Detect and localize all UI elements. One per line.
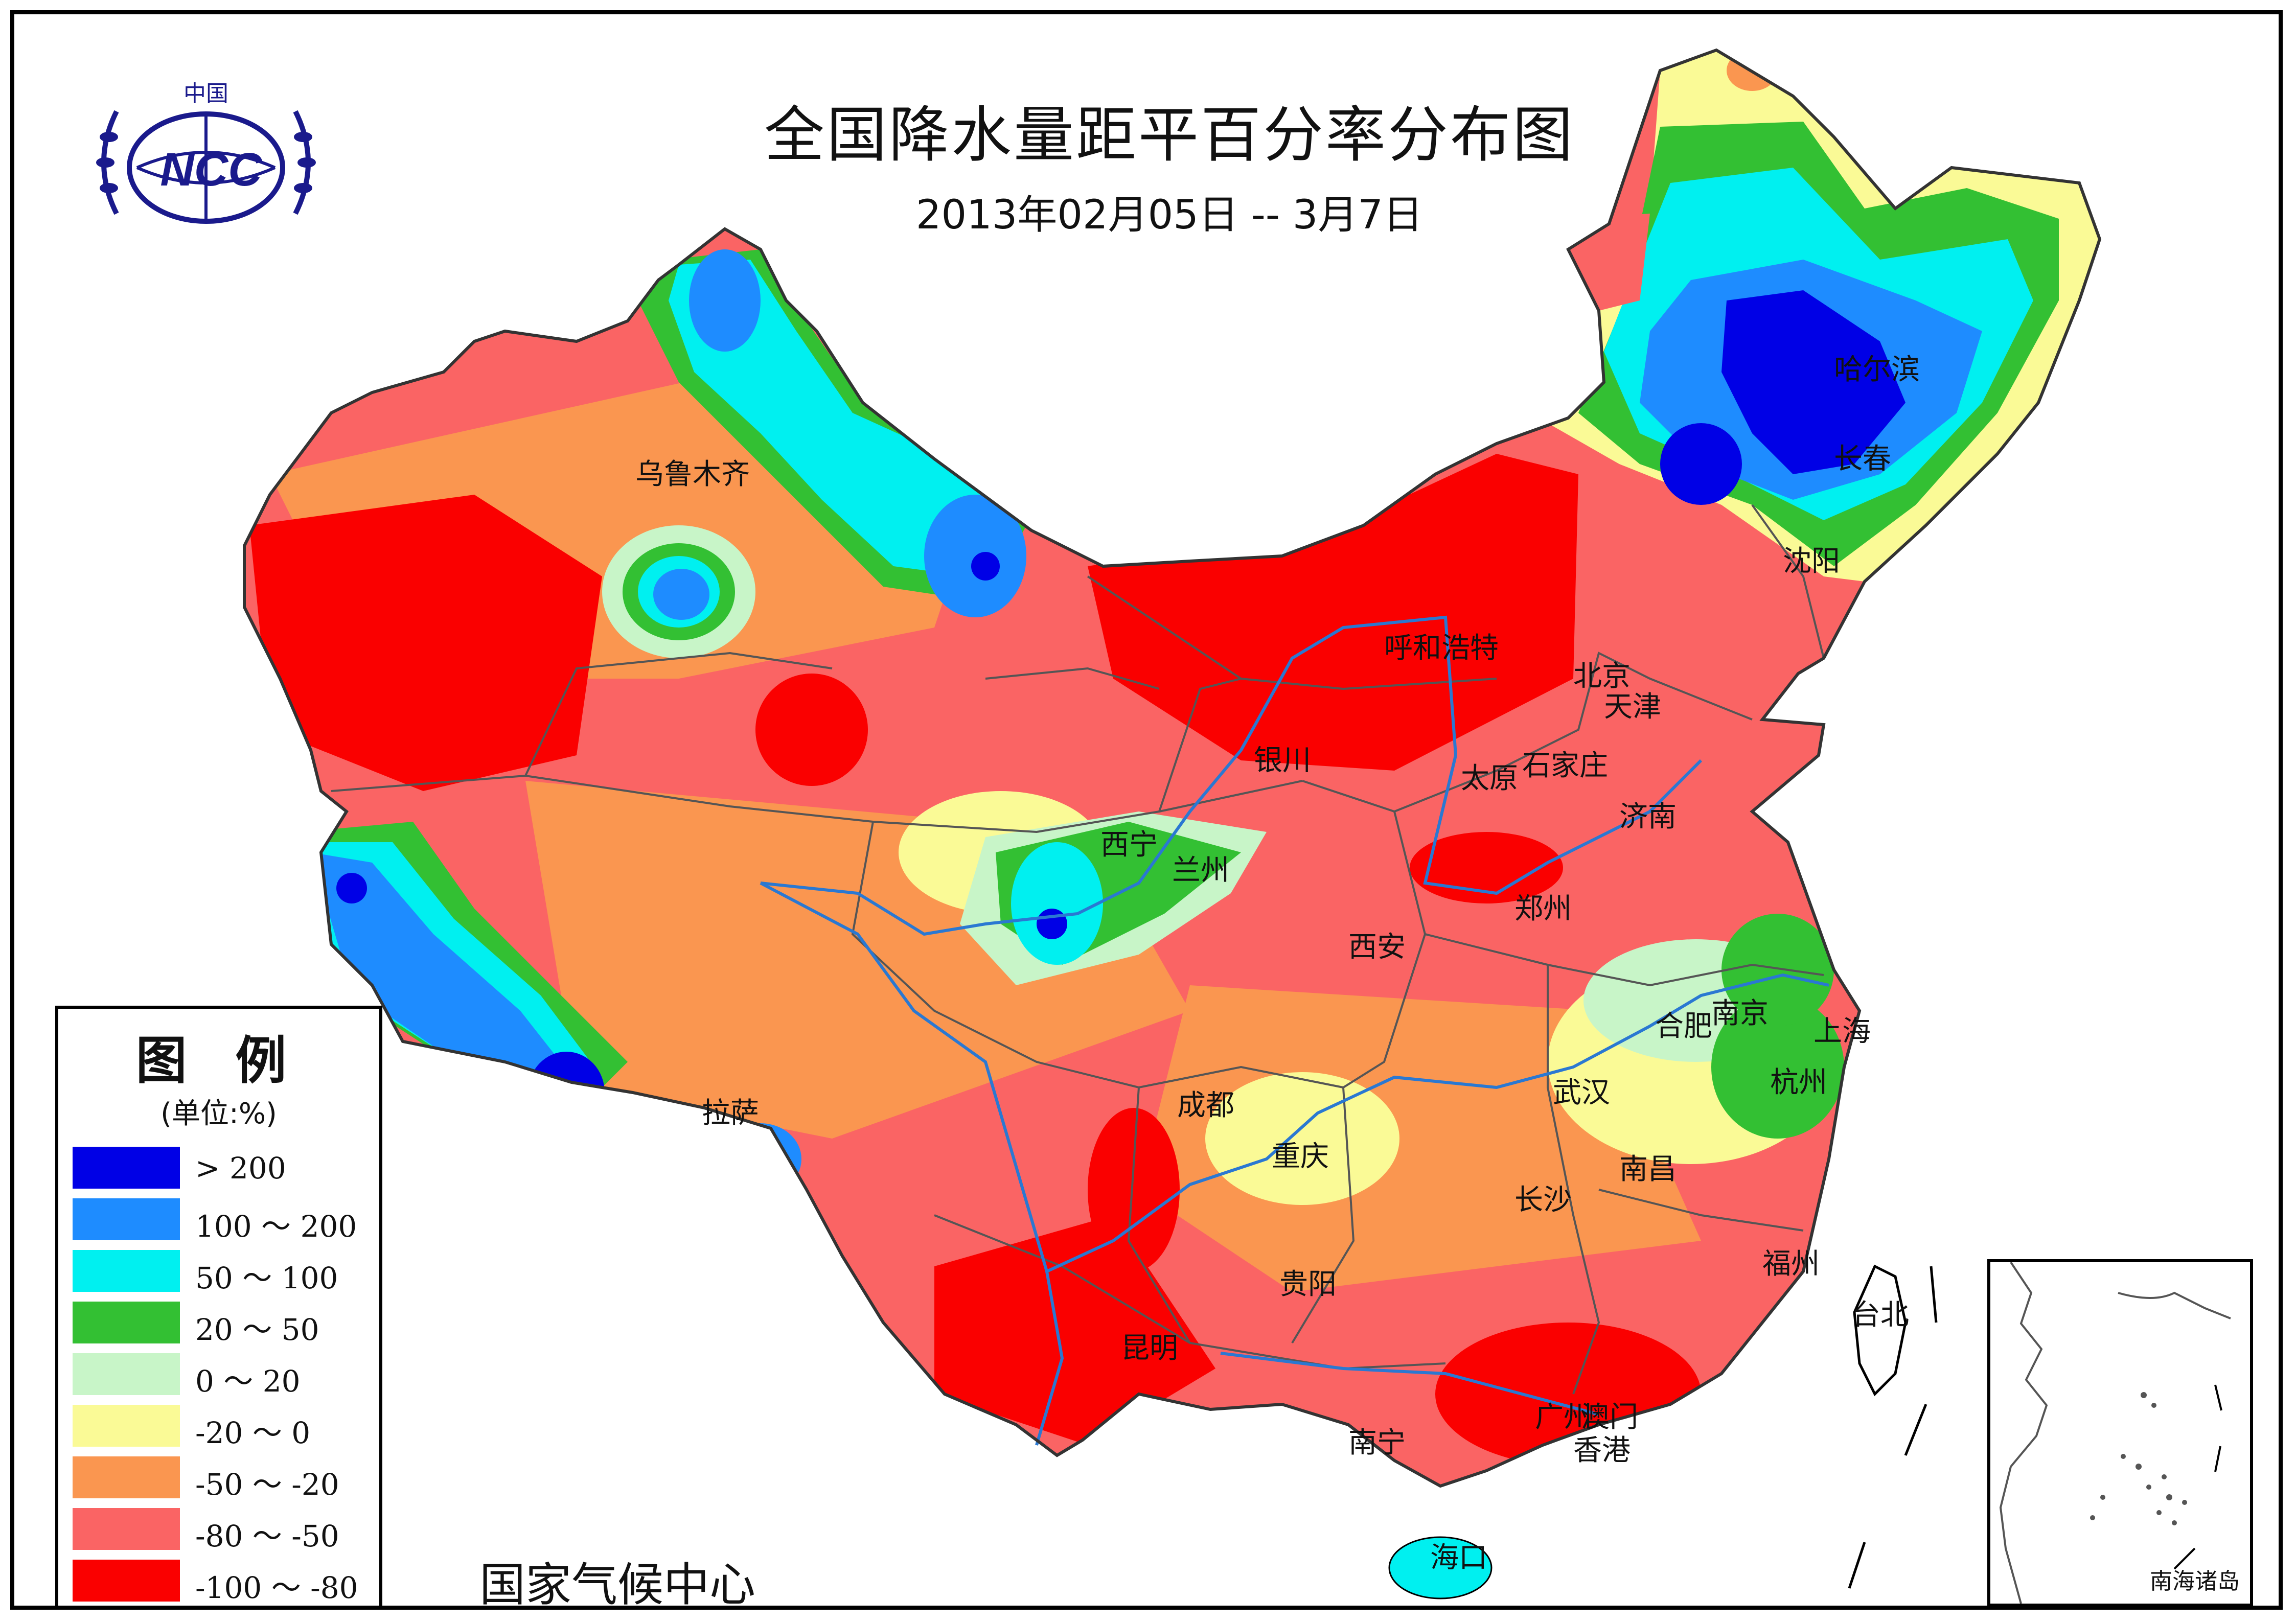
city-label-urumqi: 乌鲁木齐 — [635, 458, 750, 491]
city-label-kunming: 昆明 — [1121, 1332, 1178, 1365]
legend-entry: -50 ～ -20 — [73, 1456, 374, 1502]
city-label-taiyuan: 太原 — [1461, 762, 1518, 795]
legend-unit: (单位:%) — [160, 1097, 277, 1130]
legend-label: -50 ～ -20 — [195, 1467, 339, 1502]
legend-entry: -20 ～ 0 — [73, 1405, 374, 1450]
map-legend: 图 例 (单位:%) > 200 100 ～ 200 50 ～ 100 20 ～ 50… — [55, 1006, 382, 1606]
legend-swatch — [73, 1147, 180, 1189]
city-label-hefei: 合肥 — [1655, 1010, 1712, 1043]
legend-label: 0 ～ 20 — [195, 1364, 301, 1399]
legend-label: 50 ～ 100 — [195, 1261, 338, 1295]
city-label-lhasa: 拉萨 — [702, 1097, 759, 1130]
city-label-macau: 澳门 — [1581, 1401, 1638, 1434]
city-label-fuzhou: 福州 — [1762, 1247, 1820, 1281]
legend-entry: 0 ～ 20 — [73, 1353, 374, 1399]
rivers — [760, 615, 1829, 1446]
logo-mark-text: NCC — [160, 144, 263, 196]
legend-swatch — [73, 1405, 180, 1447]
city-label-shenyang: 沈阳 — [1783, 545, 1840, 578]
china-outline — [243, 48, 2102, 1488]
legend-swatch — [73, 1508, 180, 1550]
city-label-lanzhou: 兰州 — [1172, 854, 1229, 887]
map-footer: 国家气候中心 — [479, 1558, 755, 1610]
inset-label: 南海诸岛 — [2150, 1568, 2240, 1594]
legend-entry: > 200 — [73, 1147, 374, 1189]
taiwan-island — [1853, 1264, 1907, 1397]
legend-title: 图 例 — [135, 1031, 302, 1091]
city-label-tianjin: 天津 — [1604, 690, 1661, 724]
legend-label: -20 ～ 0 — [195, 1416, 311, 1450]
legend-swatch — [73, 1250, 180, 1292]
logo-top-text: 中国 — [183, 81, 228, 107]
legend-label: > 200 — [195, 1151, 286, 1186]
city-label-changchun: 长春 — [1834, 443, 1891, 476]
legend-swatch — [73, 1456, 180, 1498]
city-label-nanchang: 南昌 — [1619, 1153, 1677, 1186]
city-label-nanjing: 南京 — [1711, 997, 1769, 1030]
legend-label: -80 ～ -50 — [195, 1519, 339, 1554]
city-label-hohhot: 呼和浩特 — [1384, 632, 1499, 665]
city-label-hangzhou: 杭州 — [1770, 1066, 1827, 1099]
city-label-wuhan: 武汉 — [1553, 1076, 1610, 1109]
city-label-shanghai: 上海 — [1813, 1015, 1871, 1048]
city-label-beijing: 北京 — [1573, 660, 1631, 693]
legend-label: -100 ～ -80 — [195, 1570, 358, 1605]
map-subtitle: 2013年02月05日 -- 3月7日 — [915, 192, 1423, 238]
south-china-sea-inset: 南海诸岛 — [1987, 1259, 2253, 1606]
legend-entry: -100 ～ -80 — [73, 1560, 374, 1605]
map-title: 全国降水量距平百分率分布图 — [764, 100, 1575, 170]
legend-entry: 50 ～ 100 — [73, 1250, 374, 1295]
city-label-shijiazhuang: 石家庄 — [1522, 749, 1608, 782]
city-label-changsha: 长沙 — [1514, 1184, 1572, 1217]
legend-swatch — [73, 1353, 180, 1395]
city-label-xian: 西安 — [1348, 931, 1406, 964]
ncc-logo: 中国 NCC — [86, 81, 326, 234]
legend-entry: -80 ～ -50 — [73, 1508, 374, 1554]
city-label-zhengzhou: 郑州 — [1514, 892, 1572, 925]
map-frame: 中国 NCC 全国降水量距平百分率分布图 2013年02月05日 -- 3月7日… — [10, 10, 2283, 1610]
city-label-chongqing: 重庆 — [1272, 1140, 1329, 1173]
hainan-island — [1388, 1536, 1493, 1599]
legend-swatch — [73, 1198, 180, 1240]
legend-label: 20 ～ 50 — [195, 1312, 319, 1347]
city-label-harbin: 哈尔滨 — [1834, 353, 1920, 386]
precipitation-anomaly-map — [243, 48, 2102, 1599]
legend-swatch — [73, 1302, 180, 1343]
city-label-xining: 西宁 — [1100, 828, 1158, 862]
south-sea-boundary-marks — [1848, 1266, 1938, 1589]
city-label-jinan: 济南 — [1619, 800, 1677, 833]
city-label-haikou: 海口 — [1430, 1541, 1487, 1574]
legend-swatch — [73, 1560, 180, 1602]
city-label-guangzhou: 广州 — [1535, 1401, 1592, 1434]
legend-entry: 100 ～ 200 — [73, 1198, 374, 1244]
city-label-chengdu: 成都 — [1177, 1089, 1234, 1122]
province-boundaries — [331, 504, 1825, 1395]
city-label-yinchuan: 银川 — [1254, 744, 1311, 777]
city-label-nanning: 南宁 — [1348, 1426, 1406, 1459]
city-label-hongkong: 香港 — [1573, 1434, 1631, 1467]
city-label-guiyang: 贵阳 — [1279, 1268, 1337, 1301]
legend-entry: 20 ～ 50 — [73, 1302, 374, 1347]
city-label-taipei: 台北 — [1852, 1299, 1909, 1332]
legend-label: 100 ～ 200 — [195, 1209, 357, 1244]
